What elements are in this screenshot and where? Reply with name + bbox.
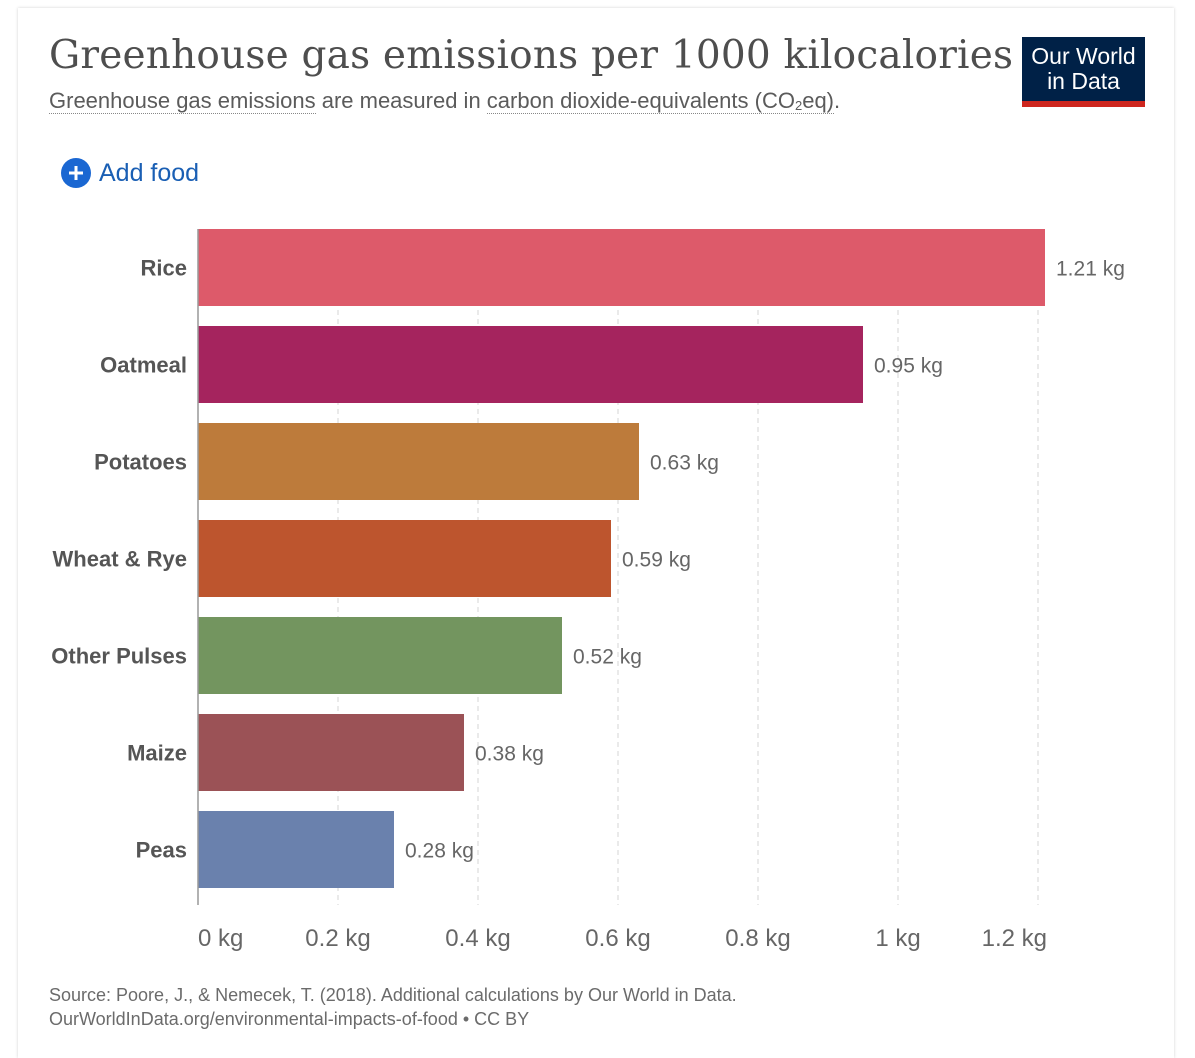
x-tick-label: 0.2 kg	[305, 925, 370, 952]
category-label: Oatmeal	[100, 353, 187, 378]
x-tick-label: 1 kg	[875, 925, 920, 952]
chart-title: Greenhouse gas emissions per 1000 kiloca…	[49, 33, 1014, 78]
bar-rice[interactable]	[198, 229, 1045, 306]
value-label: 0.59 kg	[622, 549, 691, 572]
logo-line-1: Our World	[1031, 43, 1136, 69]
plus-circle-icon	[61, 158, 91, 188]
add-food-button[interactable]: Add food	[61, 158, 199, 188]
category-label: Other Pulses	[51, 644, 187, 669]
category-label: Maize	[127, 741, 187, 766]
bar-maize[interactable]	[198, 714, 464, 791]
add-food-label: Add food	[99, 158, 200, 187]
value-label: 0.95 kg	[874, 355, 943, 378]
category-label: Peas	[136, 838, 187, 863]
x-tick-label: 0.8 kg	[725, 925, 790, 952]
subtitle-text: are measured in	[315, 88, 487, 113]
co2eq-definition-link[interactable]: carbon dioxide-equivalents (CO2eq)	[486, 88, 834, 114]
owid-logo[interactable]: Our World in Data	[1022, 37, 1145, 107]
source-note: Source: Poore, J., & Nemecek, T. (2018).…	[49, 983, 737, 1031]
category-label: Potatoes	[94, 450, 187, 475]
logo-line-2: in Data	[1047, 68, 1120, 94]
category-label: Rice	[141, 256, 187, 281]
x-tick-label: 0.6 kg	[585, 925, 650, 952]
bar-peas[interactable]	[198, 811, 394, 888]
value-label: 0.28 kg	[405, 840, 474, 863]
value-label: 0.38 kg	[475, 743, 544, 766]
value-label: 0.63 kg	[650, 452, 719, 475]
bar-oatmeal[interactable]	[198, 326, 863, 403]
bar-wheat-rye[interactable]	[198, 520, 611, 597]
x-tick-label: 0 kg	[198, 925, 243, 952]
subtitle-end: .	[834, 88, 841, 113]
value-label: 0.52 kg	[573, 646, 642, 669]
source-text: Source: Poore, J., & Nemecek, T. (2018).…	[49, 985, 737, 1005]
ghg-definition-link[interactable]: Greenhouse gas emissions	[49, 88, 316, 114]
bar-other-pulses[interactable]	[198, 617, 562, 694]
bar-potatoes[interactable]	[198, 423, 639, 500]
value-label: 1.21 kg	[1056, 258, 1125, 281]
x-tick-label: 1.2 kg	[982, 925, 1047, 952]
category-label: Wheat & Rye	[53, 547, 187, 572]
license-text[interactable]: OurWorldInData.org/environmental-impacts…	[49, 1009, 530, 1029]
chart-subtitle: Greenhouse gas emissions are measured in…	[49, 88, 840, 114]
x-tick-label: 0.4 kg	[445, 925, 510, 952]
